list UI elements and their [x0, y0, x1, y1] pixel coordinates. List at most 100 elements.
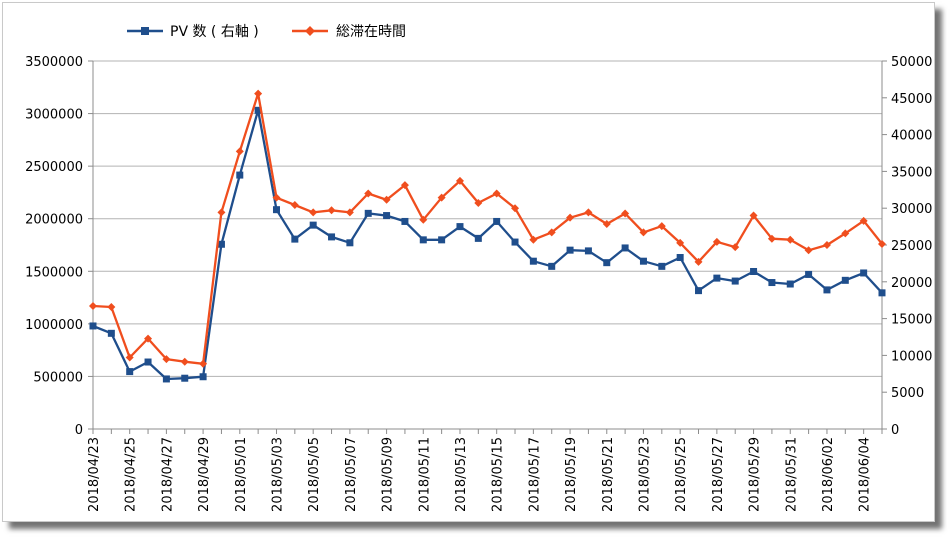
data-point-pv [548, 262, 556, 270]
x-axis-ticks: 2018/04/23 2018/04/25 2018/04/27 2018/04/29… [87, 429, 883, 512]
y-right-tick-label: 0 [891, 423, 899, 438]
data-point-pv [786, 280, 794, 288]
data-point-pv [236, 171, 244, 179]
data-point-pv [566, 246, 574, 254]
y-left-tick-label: 1000000 [25, 318, 83, 333]
y-right-tick-label: 35000 [891, 165, 932, 180]
data-point-total-time [235, 147, 244, 156]
data-point-pv [162, 375, 170, 383]
y-right-tick-label: 25000 [891, 239, 932, 254]
data-point-total-time [89, 301, 97, 310]
data-point-pv [695, 287, 703, 295]
data-point-pv [511, 238, 519, 246]
data-point-total-time [364, 189, 373, 198]
data-point-pv [878, 289, 886, 297]
data-point-total-time [345, 208, 354, 217]
data-point-pv [823, 286, 831, 294]
x-tick-label: 2018/05/17 [527, 437, 542, 512]
data-point-pv [199, 373, 207, 381]
x-tick-label: 2018/06/02 [821, 437, 836, 512]
legend-pv-marker-icon [141, 27, 149, 35]
data-point-total-time [254, 89, 263, 98]
data-point-total-time [859, 216, 868, 225]
data-point-pv [841, 276, 849, 284]
data-point-total-time [437, 193, 446, 202]
data-point-total-time [767, 234, 776, 243]
data-point-pv [639, 257, 647, 265]
data-point-pv [254, 106, 262, 114]
x-tick-label: 2018/05/01 [234, 437, 249, 512]
data-point-total-time [841, 229, 850, 238]
data-point-total-time [694, 257, 703, 266]
data-point-total-time [786, 235, 795, 244]
data-point-total-time [162, 355, 171, 364]
x-tick-label: 2018/05/05 [307, 437, 322, 512]
x-tick-label: 2018/05/09 [381, 437, 396, 512]
legend-item-pv: PV 数 ( 右軸 ) [127, 24, 259, 40]
data-point-pv [383, 212, 391, 220]
data-point-total-time [566, 213, 575, 222]
data-point-total-time [584, 208, 593, 217]
data-point-total-time [107, 303, 116, 312]
y-left-tick-label: 0 [75, 423, 83, 438]
chart-frame [2, 2, 935, 522]
data-point-pv [181, 374, 189, 382]
data-point-pv [584, 247, 592, 255]
y-right-tick-label: 10000 [891, 349, 932, 364]
data-point-total-time [125, 353, 134, 362]
data-point-total-time [639, 228, 648, 237]
x-tick-label: 2018/05/29 [748, 437, 763, 512]
y-axis-right-ticks: 0 5000 10000 15000 20000 25000 30000 35000 40000… [882, 55, 932, 438]
data-point-total-time [400, 181, 409, 190]
x-tick-label: 2018/04/23 [87, 437, 102, 512]
series-line-1 [92, 92, 883, 365]
y-right-tick-label: 30000 [891, 202, 932, 217]
data-point-total-time [492, 189, 501, 198]
x-tick-label: 2018/05/31 [784, 437, 799, 512]
data-point-pv [364, 209, 372, 217]
data-point-total-time [878, 239, 886, 248]
data-point-total-time [199, 359, 208, 368]
data-point-total-time [455, 176, 464, 185]
data-point-total-time [290, 201, 299, 210]
data-point-pv [529, 257, 537, 265]
y-left-tick-label: 500000 [33, 370, 83, 385]
data-point-pv [474, 234, 482, 242]
data-point-total-time [309, 208, 318, 217]
data-point-total-time [272, 193, 281, 202]
y-left-tick-label: 3000000 [25, 108, 83, 123]
y-right-tick-label: 45000 [891, 92, 932, 107]
legend: PV 数 ( 右軸 ) 総滞在時間 [127, 24, 406, 40]
x-tick-label: 2018/05/03 [270, 437, 285, 512]
data-point-pv [768, 279, 776, 287]
gridlines [93, 60, 882, 430]
data-point-total-time [731, 243, 740, 252]
data-point-total-time [419, 215, 428, 224]
y-right-tick-label: 50000 [891, 55, 932, 70]
x-tick-label: 2018/05/21 [601, 437, 616, 512]
data-point-pv [621, 244, 629, 252]
data-point-pv [731, 277, 739, 285]
data-point-total-time [749, 211, 758, 220]
y-left-tick-label: 2000000 [25, 213, 83, 228]
y-left-tick-label: 1500000 [25, 265, 83, 280]
data-point-total-time [474, 198, 483, 207]
x-tick-label: 2018/04/25 [124, 437, 139, 512]
y-right-tick-label: 5000 [891, 386, 924, 401]
data-point-total-time [180, 357, 189, 366]
data-point-pv [805, 270, 813, 278]
x-tick-label: 2018/05/07 [344, 437, 359, 512]
data-point-pv [346, 239, 354, 247]
x-tick-label: 2018/05/25 [674, 437, 689, 512]
data-point-pv [676, 254, 684, 262]
legend-item-total-time: 総滞在時間 [292, 24, 406, 40]
data-point-pv [89, 322, 97, 330]
x-tick-label: 2018/04/29 [197, 437, 212, 512]
y-right-tick-label: 15000 [891, 313, 932, 328]
data-point-total-time [822, 241, 831, 249]
data-point-pv [144, 358, 152, 366]
data-point-pv [107, 329, 115, 337]
data-point-total-time [382, 195, 391, 204]
data-point-total-time [547, 228, 556, 237]
